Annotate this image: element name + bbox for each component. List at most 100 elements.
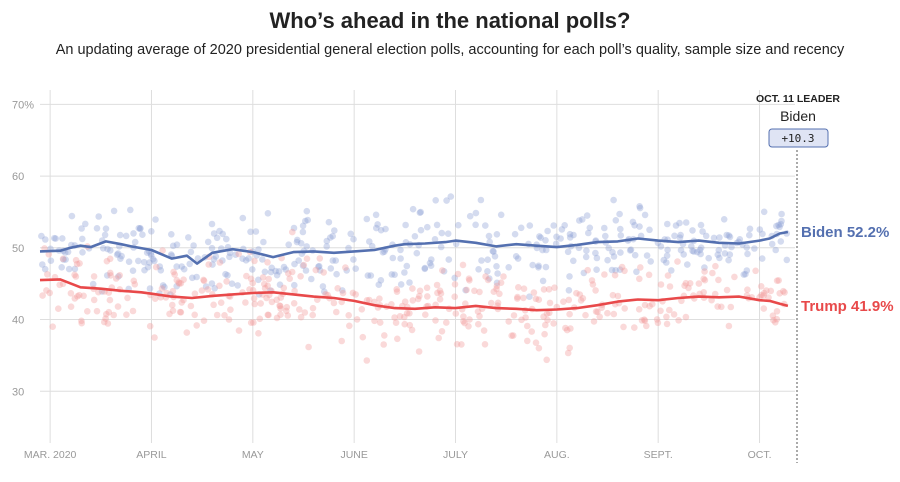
poll-dot [561,222,568,229]
poll-dot [401,269,408,276]
poll-dot [720,216,728,223]
poll-dot [221,312,228,319]
poll-dot [303,255,311,262]
poll-dot [532,295,540,303]
poll-dot [123,311,130,319]
poll-dot [463,286,470,294]
poll-dot [315,263,322,271]
poll-dot [485,232,493,240]
poll-dot [416,287,424,295]
poll-dot [455,221,462,229]
poll-dot [562,324,569,332]
poll-dot [743,267,751,274]
poll-dot [250,295,258,302]
poll-dot [439,267,446,274]
poll-dot [416,209,424,216]
poll-dot [322,291,329,298]
poll-dot [476,312,483,320]
poll-dot [716,254,723,262]
poll-dot [560,298,567,306]
poll-dot [767,287,775,295]
poll-dot [544,227,551,235]
poll-dot [635,306,643,313]
poll-dot [219,257,226,264]
poll-dot [95,213,102,220]
poll-dot [701,276,709,284]
poll-dot [666,283,674,290]
poll-dot [110,311,117,319]
poll-dot [225,316,233,323]
poll-dot [768,240,776,248]
poll-dot [542,246,550,254]
poll-dot [542,263,550,271]
poll-dot [216,259,224,266]
poll-dot [585,229,592,237]
poll-dot [682,219,690,226]
poll-dot [535,296,543,304]
poll-dot [212,253,220,260]
x-tick-label: MAY [242,449,264,461]
poll-dot [535,344,543,352]
poll-dot [765,294,772,301]
poll-dot [551,284,558,292]
y-tick-label: 40 [12,315,24,327]
poll-dot [118,252,125,260]
poll-dot [471,287,478,295]
poll-dot [186,260,193,268]
poll-dot [358,306,366,313]
poll-dot [593,266,600,274]
poll-dot [284,312,292,319]
poll-dot [681,282,688,290]
poll-dot [751,245,758,252]
poll-dot [546,299,554,307]
poll-dot [140,258,148,266]
poll-dot [168,231,175,238]
poll-dot [52,235,59,242]
poll-dot [243,272,250,280]
poll-dot [759,230,766,238]
poll-dot [350,235,357,243]
chart-title: Who’s ahead in the national polls? [269,8,631,33]
poll-dot [496,290,503,298]
x-tick-label: JUNE [340,449,367,461]
y-tick-label: 60 [12,171,24,183]
poll-dot [352,291,360,298]
poll-dot [417,208,425,216]
poll-dot [553,233,560,241]
poll-dot [778,217,785,225]
poll-dot [646,226,653,234]
poll-dot [242,257,250,264]
poll-dot [194,255,202,262]
poll-dot [129,267,137,275]
poll-dot [180,276,187,284]
poll-dot [685,284,692,292]
poll-dot [102,315,109,322]
poll-dot [131,238,139,246]
poll-dot [631,222,638,229]
poll-dot [638,317,646,324]
poll-dot [257,300,265,307]
poll-dot [286,275,294,283]
poll-dot [540,313,547,321]
poll-dot [772,319,779,326]
poll-dot [59,255,67,263]
poll-dot [582,311,589,319]
poll-dot [486,275,493,282]
poll-dot [316,255,324,262]
poll-dot [617,232,625,239]
poll-dot [721,250,729,257]
leader-name: Biden [780,108,816,124]
poll-dot [592,249,599,257]
poll-dot [563,326,571,334]
poll-dot [712,262,719,270]
poll-dot [106,255,114,263]
poll-dot [210,255,218,263]
poll-dot [552,240,560,247]
poll-dot [705,254,712,262]
poll-dot [718,303,725,311]
poll-dot [189,274,196,282]
poll-dot [247,319,255,327]
poll-dot [232,251,239,258]
poll-dot [255,246,262,253]
